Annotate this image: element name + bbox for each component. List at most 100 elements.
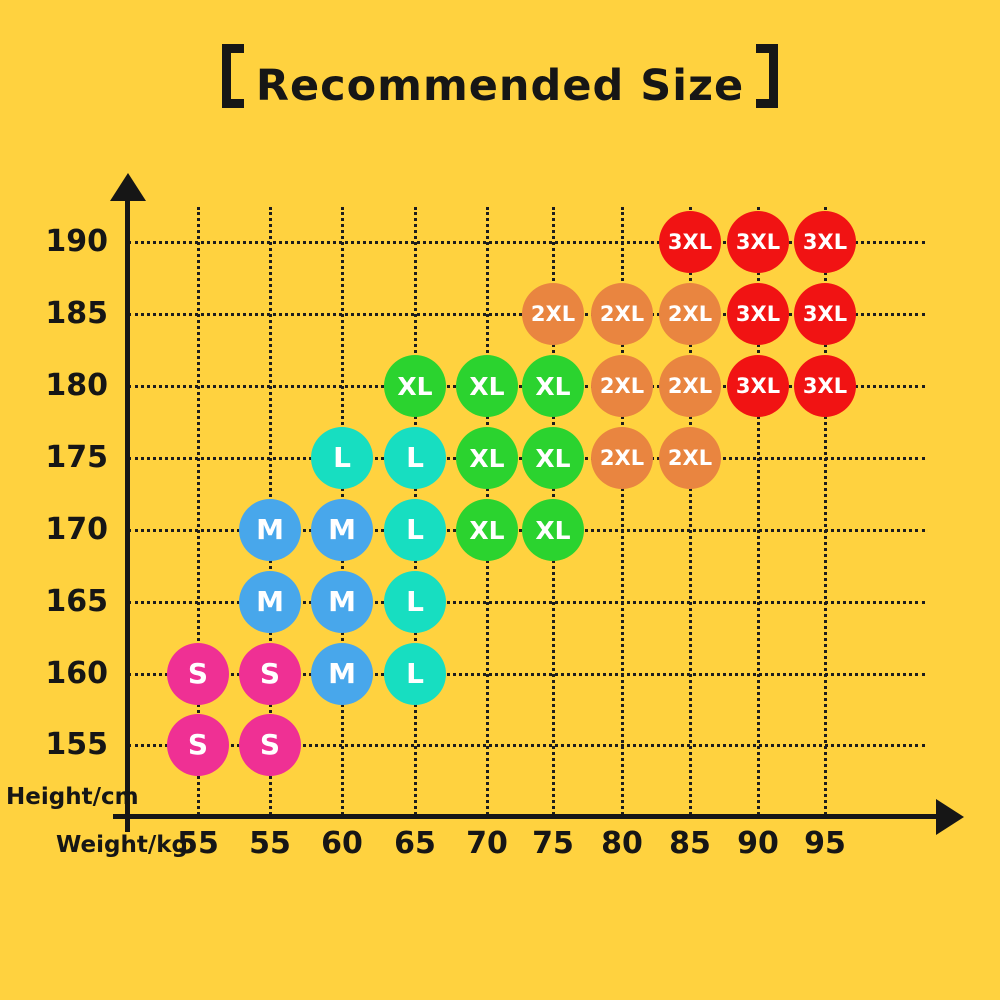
size-dot-xl: XL	[456, 355, 518, 417]
size-dot-xl: XL	[456, 427, 518, 489]
size-dot-label: M	[328, 513, 356, 546]
size-dot-xl: XL	[384, 355, 446, 417]
size-dot-3xl: 3XL	[727, 283, 789, 345]
x-tick-label: 65	[394, 826, 436, 861]
size-dot-l: L	[311, 427, 373, 489]
size-dot-label: 3XL	[735, 301, 781, 326]
x-tick-label: 95	[804, 826, 846, 861]
size-dot-2xl: 2XL	[522, 283, 584, 345]
title-bracket-left-icon	[221, 44, 244, 108]
size-dot-label: 2XL	[599, 445, 645, 470]
size-dot-3xl: 3XL	[727, 211, 789, 273]
size-dot-label: L	[406, 585, 424, 618]
size-dot-3xl: 3XL	[659, 211, 721, 273]
y-axis-arrow-icon	[110, 173, 146, 201]
size-dot-m: M	[311, 643, 373, 705]
size-dot-label: 2XL	[667, 301, 713, 326]
x-tick-label: 90	[737, 826, 779, 861]
size-dot-label: XL	[469, 371, 505, 401]
grid-line-vertical	[823, 207, 827, 815]
size-dot-label: XL	[397, 371, 433, 401]
size-dot-label: M	[256, 513, 284, 546]
x-tick-label: 55	[177, 826, 219, 861]
y-tick-label: 170	[45, 512, 108, 547]
size-dot-label: 2XL	[599, 373, 645, 398]
x-tick-label: 80	[601, 826, 643, 861]
size-dot-label: XL	[535, 371, 571, 401]
x-tick-label: 60	[321, 826, 363, 861]
size-dot-label: 2XL	[667, 373, 713, 398]
grid-line-horizontal	[128, 672, 925, 676]
y-tick-label: 165	[45, 584, 108, 619]
size-dot-label: M	[328, 657, 356, 690]
size-dot-3xl: 3XL	[794, 355, 856, 417]
size-dot-2xl: 2XL	[591, 283, 653, 345]
size-dot-label: 3XL	[802, 373, 848, 398]
size-dot-label: 3XL	[735, 229, 781, 254]
size-dot-m: M	[311, 499, 373, 561]
x-tick-label: 70	[466, 826, 508, 861]
grid-line-horizontal	[128, 600, 925, 604]
size-dot-3xl: 3XL	[727, 355, 789, 417]
x-tick-label: 85	[669, 826, 711, 861]
x-tick-label: 55	[249, 826, 291, 861]
size-dot-label: 3XL	[667, 229, 713, 254]
x-axis-line	[113, 814, 943, 819]
size-dot-2xl: 2XL	[591, 355, 653, 417]
size-dot-2xl: 2XL	[659, 283, 721, 345]
title-bracket-right-icon	[756, 44, 779, 108]
size-dot-l: L	[384, 499, 446, 561]
size-dot-2xl: 2XL	[659, 427, 721, 489]
size-dot-3xl: 3XL	[794, 211, 856, 273]
size-dot-label: M	[256, 585, 284, 618]
size-dot-label: 3XL	[735, 373, 781, 398]
y-tick-label: 180	[45, 368, 108, 403]
grid-line-horizontal	[128, 240, 925, 244]
size-dot-label: L	[406, 657, 424, 690]
y-axis-line	[125, 190, 130, 832]
size-dot-s: S	[239, 714, 301, 776]
y-tick-label: 155	[45, 727, 108, 762]
chart-title-text: Recommended Size	[255, 61, 745, 111]
size-dot-label: XL	[535, 515, 571, 545]
size-dot-label: 2XL	[667, 445, 713, 470]
size-dot-label: S	[259, 657, 281, 690]
size-dot-m: M	[311, 571, 373, 633]
size-dot-label: S	[259, 728, 281, 761]
y-tick-label: 190	[45, 224, 108, 259]
size-dot-s: S	[239, 643, 301, 705]
size-dot-s: S	[167, 714, 229, 776]
size-dot-label: 2XL	[530, 301, 576, 326]
grid-line-vertical	[756, 207, 760, 815]
size-dot-label: XL	[469, 515, 505, 545]
size-dot-label: L	[333, 441, 351, 474]
grid-line-vertical	[196, 207, 200, 815]
y-tick-label: 175	[45, 440, 108, 475]
size-dot-label: L	[406, 441, 424, 474]
size-dot-m: M	[239, 571, 301, 633]
size-dot-label: M	[328, 585, 356, 618]
size-dot-label: XL	[535, 443, 571, 473]
size-dot-label: 3XL	[802, 229, 848, 254]
y-axis-caption: Height/cm	[6, 784, 139, 810]
size-dot-label: 2XL	[599, 301, 645, 326]
size-dot-3xl: 3XL	[794, 283, 856, 345]
size-dot-s: S	[167, 643, 229, 705]
size-dot-m: M	[239, 499, 301, 561]
size-dot-label: L	[406, 513, 424, 546]
size-dot-label: S	[187, 657, 209, 690]
size-dot-label: 3XL	[802, 301, 848, 326]
size-dot-l: L	[384, 427, 446, 489]
size-dot-2xl: 2XL	[659, 355, 721, 417]
size-dot-xl: XL	[522, 355, 584, 417]
y-tick-label: 185	[45, 296, 108, 331]
size-dot-xl: XL	[522, 427, 584, 489]
size-dot-xl: XL	[522, 499, 584, 561]
x-tick-label: 75	[532, 826, 574, 861]
grid-line-vertical	[688, 207, 692, 815]
grid-line-horizontal	[128, 743, 925, 747]
size-dot-2xl: 2XL	[591, 427, 653, 489]
size-dot-xl: XL	[456, 499, 518, 561]
size-dot-label: S	[187, 728, 209, 761]
